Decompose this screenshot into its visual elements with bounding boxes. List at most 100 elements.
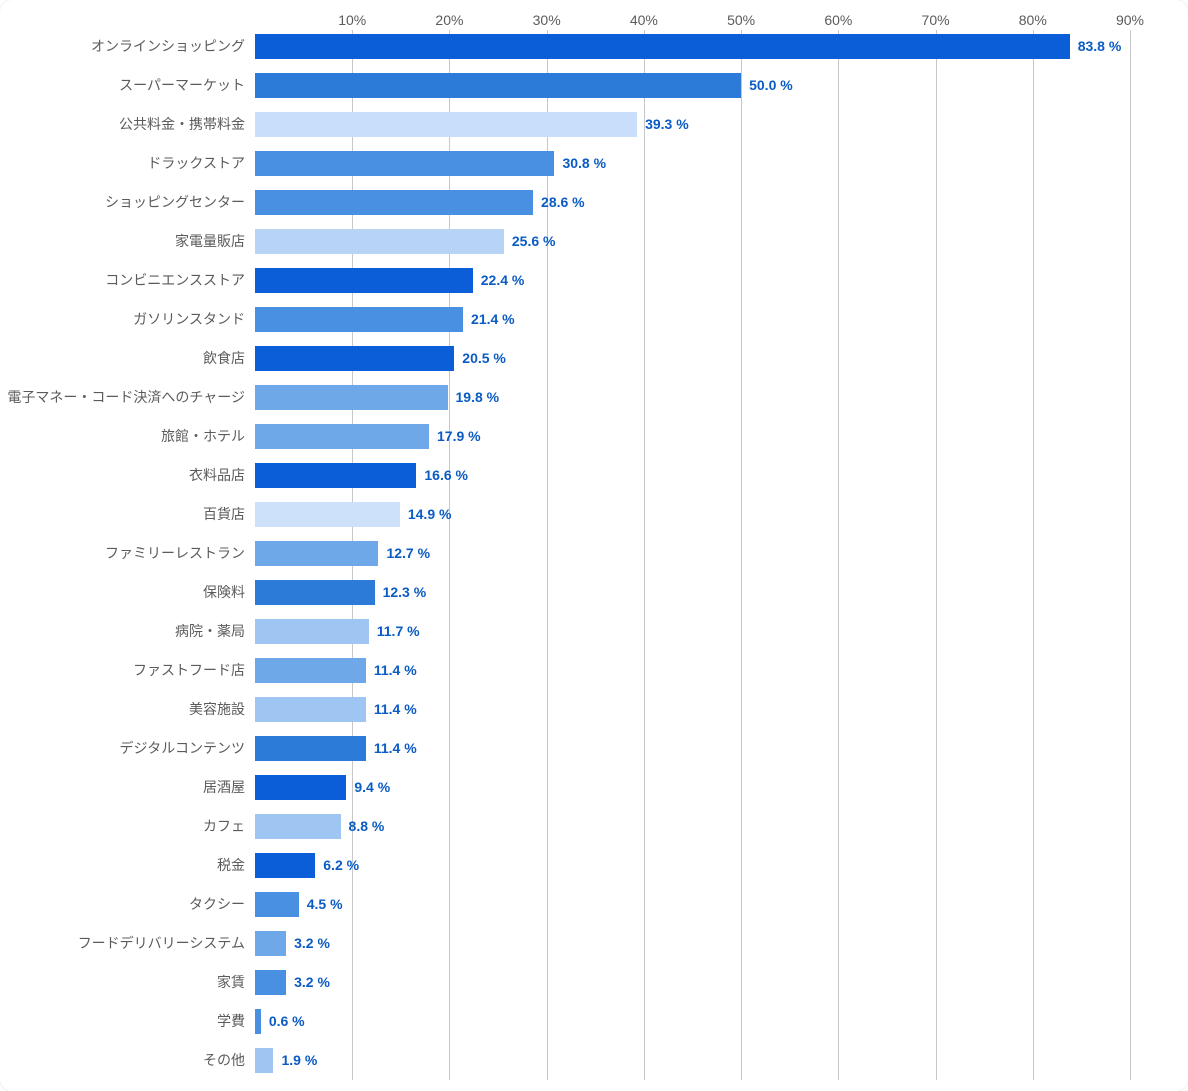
x-axis-tick-label: 80% bbox=[1019, 12, 1047, 28]
x-axis-tick-label: 50% bbox=[727, 12, 755, 28]
category-label: 家電量販店 bbox=[175, 231, 245, 251]
bar-row: 家電量販店25.6 % bbox=[255, 229, 1130, 254]
bar bbox=[255, 190, 533, 215]
category-label: ショッピングセンター bbox=[105, 192, 245, 212]
category-label: オンラインショッピング bbox=[91, 36, 245, 56]
value-label: 11.4 % bbox=[374, 662, 417, 678]
bar-row: 衣料品店16.6 % bbox=[255, 463, 1130, 488]
category-label: ファストフード店 bbox=[133, 660, 245, 680]
category-label: ドラックストア bbox=[147, 153, 245, 173]
category-label: その他 bbox=[203, 1050, 245, 1070]
bar-row: 電子マネー・コード決済へのチャージ19.8 % bbox=[255, 385, 1130, 410]
bar bbox=[255, 151, 554, 176]
value-label: 4.5 % bbox=[307, 896, 343, 912]
bar-row: ファミリーレストラン12.7 % bbox=[255, 541, 1130, 566]
value-label: 21.4 % bbox=[471, 311, 515, 327]
value-label: 6.2 % bbox=[323, 857, 359, 873]
value-label: 3.2 % bbox=[294, 974, 330, 990]
bar bbox=[255, 502, 400, 527]
bar bbox=[255, 853, 315, 878]
category-label: コンビニエンスストア bbox=[105, 270, 245, 290]
value-label: 22.4 % bbox=[481, 272, 525, 288]
bar-row: その他1.9 % bbox=[255, 1048, 1130, 1073]
category-label: 飲食店 bbox=[203, 348, 245, 368]
category-label: 保険料 bbox=[203, 582, 245, 602]
category-label: 衣料品店 bbox=[189, 465, 245, 485]
value-label: 9.4 % bbox=[354, 779, 390, 795]
x-axis-tick-label: 40% bbox=[630, 12, 658, 28]
bar bbox=[255, 463, 416, 488]
category-label: スーパーマーケット bbox=[119, 75, 245, 95]
category-label: 家賃 bbox=[217, 972, 245, 992]
bar-row: 公共料金・携帯料金39.3 % bbox=[255, 112, 1130, 137]
bar bbox=[255, 268, 473, 293]
bar bbox=[255, 775, 346, 800]
category-label: 居酒屋 bbox=[203, 777, 245, 797]
bar-chart: 10%20%30%40%50%60%70%80%90%オンラインショッピング83… bbox=[0, 0, 1188, 1091]
bar-row: 百貨店14.9 % bbox=[255, 502, 1130, 527]
bar-row: 飲食店20.5 % bbox=[255, 346, 1130, 371]
bar-row: 居酒屋9.4 % bbox=[255, 775, 1130, 800]
value-label: 50.0 % bbox=[749, 77, 793, 93]
bar bbox=[255, 736, 366, 761]
bar-row: オンラインショッピング83.8 % bbox=[255, 34, 1130, 59]
category-label: ファミリーレストラン bbox=[105, 543, 245, 563]
value-label: 11.4 % bbox=[374, 740, 417, 756]
category-label: 美容施設 bbox=[189, 699, 245, 719]
bar bbox=[255, 814, 341, 839]
x-axis-tick-label: 20% bbox=[435, 12, 463, 28]
bar-row: 税金6.2 % bbox=[255, 853, 1130, 878]
bar bbox=[255, 1009, 261, 1034]
bar bbox=[255, 346, 454, 371]
bar bbox=[255, 892, 299, 917]
bar-row: 美容施設11.4 % bbox=[255, 697, 1130, 722]
value-label: 30.8 % bbox=[562, 155, 606, 171]
category-label: 病院・薬局 bbox=[175, 621, 245, 641]
bar-row: タクシー4.5 % bbox=[255, 892, 1130, 917]
bar-row: カフェ8.8 % bbox=[255, 814, 1130, 839]
bar-row: コンビニエンスストア22.4 % bbox=[255, 268, 1130, 293]
bar bbox=[255, 34, 1070, 59]
category-label: ガソリンスタンド bbox=[133, 309, 245, 329]
category-label: フードデリバリーシステム bbox=[78, 933, 245, 953]
value-label: 11.7 % bbox=[377, 623, 420, 639]
bar bbox=[255, 229, 504, 254]
value-label: 20.5 % bbox=[462, 350, 506, 366]
category-label: 百貨店 bbox=[203, 504, 245, 524]
bar-row: フードデリバリーシステム3.2 % bbox=[255, 931, 1130, 956]
bar bbox=[255, 619, 369, 644]
bar-row: ファストフード店11.4 % bbox=[255, 658, 1130, 683]
x-axis-tick-label: 70% bbox=[922, 12, 950, 28]
value-label: 39.3 % bbox=[645, 116, 689, 132]
value-label: 11.4 % bbox=[374, 701, 417, 717]
x-axis-tick-label: 90% bbox=[1116, 12, 1144, 28]
value-label: 14.9 % bbox=[408, 506, 452, 522]
category-label: カフェ bbox=[203, 816, 245, 836]
gridline bbox=[1130, 30, 1131, 1080]
bar-row: ショッピングセンター28.6 % bbox=[255, 190, 1130, 215]
value-label: 17.9 % bbox=[437, 428, 481, 444]
value-label: 28.6 % bbox=[541, 194, 585, 210]
category-label: タクシー bbox=[189, 894, 245, 914]
x-axis-tick-label: 60% bbox=[824, 12, 852, 28]
category-label: 電子マネー・コード決済へのチャージ bbox=[7, 387, 245, 407]
bar bbox=[255, 1048, 273, 1073]
bar bbox=[255, 580, 375, 605]
bar bbox=[255, 112, 637, 137]
bar bbox=[255, 424, 429, 449]
category-label: 学費 bbox=[217, 1011, 245, 1031]
value-label: 12.3 % bbox=[383, 584, 427, 600]
bar bbox=[255, 931, 286, 956]
value-label: 1.9 % bbox=[281, 1052, 317, 1068]
bar bbox=[255, 385, 448, 410]
category-label: デジタルコンテンツ bbox=[120, 738, 245, 758]
value-label: 0.6 % bbox=[269, 1013, 305, 1029]
bar-row: 病院・薬局11.7 % bbox=[255, 619, 1130, 644]
bar bbox=[255, 658, 366, 683]
bar-row: 保険料12.3 % bbox=[255, 580, 1130, 605]
bar bbox=[255, 541, 378, 566]
value-label: 83.8 % bbox=[1078, 38, 1122, 54]
value-label: 12.7 % bbox=[386, 545, 430, 561]
value-label: 16.6 % bbox=[424, 467, 468, 483]
bar-row: 学費0.6 % bbox=[255, 1009, 1130, 1034]
